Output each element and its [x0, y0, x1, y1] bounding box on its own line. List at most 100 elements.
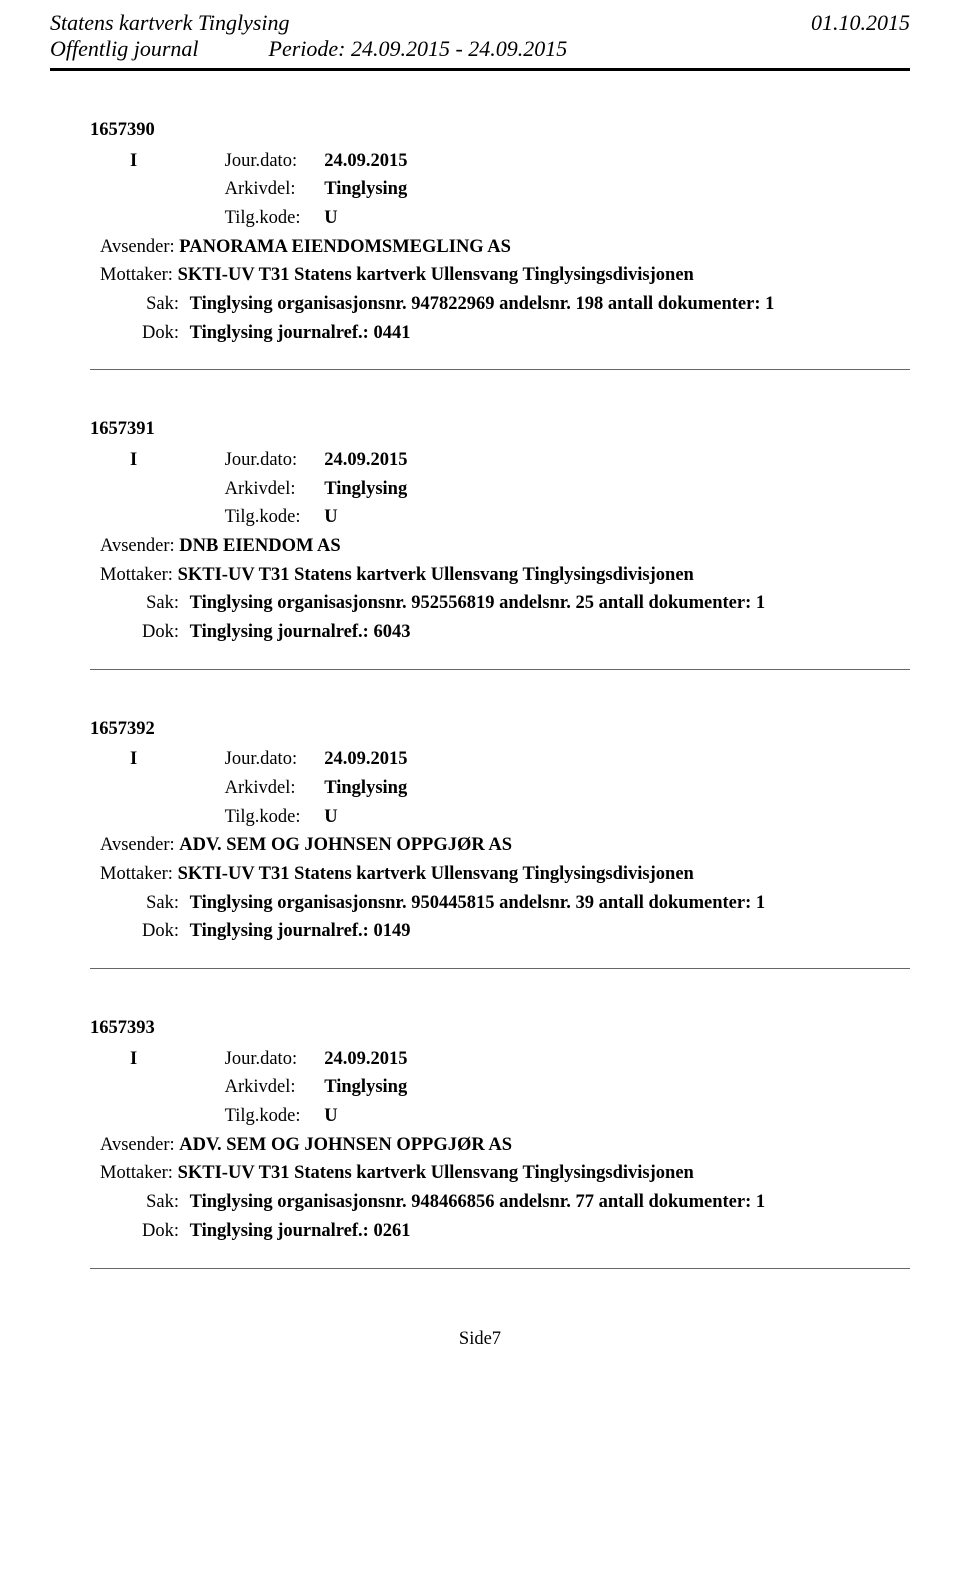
mot-val: SKTI-UV T31 Statens kartverk Ullensvang …: [178, 565, 694, 585]
sak-val: Tinglysing organisasjonsnr. 948466856 an…: [190, 1192, 766, 1212]
dok-val: Tinglysing journalref.: 6043: [190, 622, 411, 642]
sak-val: Tinglysing organisasjonsnr. 950445815 an…: [190, 893, 766, 913]
jour-val: 24.09.2015: [324, 749, 407, 769]
entry-avs-row: Avsender: ADV. SEM OG JOHNSEN OPPGJØR AS: [100, 831, 910, 860]
tilg-label: Tilg.kode:: [225, 503, 320, 532]
dok-label: Dok:: [90, 319, 185, 348]
entry-dok-row: Dok: Tinglysing journalref.: 6043: [90, 618, 910, 647]
entry-type: I: [130, 745, 220, 774]
sak-label: Sak:: [90, 290, 185, 319]
dok-label: Dok:: [90, 917, 185, 946]
entry-avs-row: Avsender: DNB EIENDOM AS: [100, 532, 910, 561]
tilg-val: U: [324, 208, 337, 228]
entry-id: 1657390: [90, 116, 910, 145]
header-date: 01.10.2015: [811, 10, 910, 36]
mot-label: Mottaker:: [100, 1159, 173, 1188]
entry-type: I: [130, 147, 220, 176]
entry-dok-row: Dok: Tinglysing journalref.: 0149: [90, 917, 910, 946]
header-period: Periode: 24.09.2015 - 24.09.2015: [269, 36, 568, 62]
entry-tilg-row: Tilg.kode: U: [130, 204, 910, 233]
journal-entry: 1657393 I Jour.dato: 24.09.2015 Arkivdel…: [90, 1014, 910, 1268]
tilg-val: U: [324, 807, 337, 827]
mot-val: SKTI-UV T31 Statens kartverk Ullensvang …: [178, 265, 694, 285]
entry-tilg-row: Tilg.kode: U: [130, 503, 910, 532]
entry-sak-row: Sak: Tinglysing organisasjonsnr. 9484668…: [90, 1188, 910, 1217]
arkiv-label: Arkivdel:: [225, 475, 320, 504]
sak-label: Sak:: [90, 589, 185, 618]
jour-label: Jour.dato:: [225, 1045, 320, 1074]
entry-jour-row: I Jour.dato: 24.09.2015: [130, 446, 910, 475]
entry-id: 1657393: [90, 1014, 910, 1043]
jour-val: 24.09.2015: [324, 1049, 407, 1069]
entry-mot-row: Mottaker: SKTI-UV T31 Statens kartverk U…: [100, 561, 910, 590]
header-row-1: Statens kartverk Tinglysing 01.10.2015: [50, 10, 910, 36]
mot-val: SKTI-UV T31 Statens kartverk Ullensvang …: [178, 864, 694, 884]
tilg-label: Tilg.kode:: [225, 803, 320, 832]
arkiv-label: Arkivdel:: [225, 1073, 320, 1102]
avs-val: ADV. SEM OG JOHNSEN OPPGJØR AS: [179, 835, 512, 855]
jour-val: 24.09.2015: [324, 450, 407, 470]
journal-entry: 1657390 I Jour.dato: 24.09.2015 Arkivdel…: [90, 116, 910, 370]
avs-label: Avsender:: [100, 1131, 175, 1160]
dok-label: Dok:: [90, 1217, 185, 1246]
entry-avs-row: Avsender: ADV. SEM OG JOHNSEN OPPGJØR AS: [100, 1131, 910, 1160]
sak-val: Tinglysing organisasjonsnr. 947822969 an…: [190, 294, 775, 314]
arkiv-val: Tinglysing: [324, 179, 407, 199]
avs-val: DNB EIENDOM AS: [179, 536, 340, 556]
mot-label: Mottaker:: [100, 860, 173, 889]
entry-arkiv-row: Arkivdel: Tinglysing: [130, 475, 910, 504]
mot-label: Mottaker:: [100, 561, 173, 590]
mot-val: SKTI-UV T31 Statens kartverk Ullensvang …: [178, 1163, 694, 1183]
mot-label: Mottaker:: [100, 261, 173, 290]
journal-entry: 1657392 I Jour.dato: 24.09.2015 Arkivdel…: [90, 715, 910, 969]
footer-page-number: Side7: [50, 1329, 910, 1350]
arkiv-val: Tinglysing: [324, 479, 407, 499]
tilg-val: U: [324, 507, 337, 527]
avs-label: Avsender:: [100, 831, 175, 860]
arkiv-label: Arkivdel:: [225, 774, 320, 803]
jour-label: Jour.dato:: [225, 745, 320, 774]
entry-sak-row: Sak: Tinglysing organisasjonsnr. 9525568…: [90, 589, 910, 618]
entry-mot-row: Mottaker: SKTI-UV T31 Statens kartverk U…: [100, 261, 910, 290]
avs-val: PANORAMA EIENDOMSMEGLING AS: [179, 237, 511, 257]
dok-val: Tinglysing journalref.: 0441: [190, 323, 411, 343]
entry-jour-row: I Jour.dato: 24.09.2015: [130, 745, 910, 774]
dok-val: Tinglysing journalref.: 0261: [190, 1221, 411, 1241]
avs-val: ADV. SEM OG JOHNSEN OPPGJØR AS: [179, 1135, 512, 1155]
tilg-val: U: [324, 1106, 337, 1126]
entry-sak-row: Sak: Tinglysing organisasjonsnr. 9504458…: [90, 889, 910, 918]
header-title-2: Offentlig journal: [50, 36, 199, 62]
entries-container: 1657390 I Jour.dato: 24.09.2015 Arkivdel…: [50, 116, 910, 1269]
avs-label: Avsender:: [100, 532, 175, 561]
entry-sak-row: Sak: Tinglysing organisasjonsnr. 9478229…: [90, 290, 910, 319]
entry-dok-row: Dok: Tinglysing journalref.: 0441: [90, 319, 910, 348]
entry-jour-row: I Jour.dato: 24.09.2015: [130, 1045, 910, 1074]
entry-type: I: [130, 446, 220, 475]
jour-label: Jour.dato:: [225, 147, 320, 176]
entry-arkiv-row: Arkivdel: Tinglysing: [130, 1073, 910, 1102]
arkiv-val: Tinglysing: [324, 1077, 407, 1097]
tilg-label: Tilg.kode:: [225, 1102, 320, 1131]
entry-tilg-row: Tilg.kode: U: [130, 803, 910, 832]
journal-entry: 1657391 I Jour.dato: 24.09.2015 Arkivdel…: [90, 415, 910, 669]
sak-label: Sak:: [90, 889, 185, 918]
arkiv-val: Tinglysing: [324, 778, 407, 798]
dok-label: Dok:: [90, 618, 185, 647]
entry-tilg-row: Tilg.kode: U: [130, 1102, 910, 1131]
jour-val: 24.09.2015: [324, 151, 407, 171]
avs-label: Avsender:: [100, 233, 175, 262]
entry-avs-row: Avsender: PANORAMA EIENDOMSMEGLING AS: [100, 233, 910, 262]
entry-arkiv-row: Arkivdel: Tinglysing: [130, 175, 910, 204]
entry-jour-row: I Jour.dato: 24.09.2015: [130, 147, 910, 176]
tilg-label: Tilg.kode:: [225, 204, 320, 233]
jour-label: Jour.dato:: [225, 446, 320, 475]
entry-mot-row: Mottaker: SKTI-UV T31 Statens kartverk U…: [100, 860, 910, 889]
header-row-2: Offentlig journal Periode: 24.09.2015 - …: [50, 36, 910, 62]
entry-id: 1657392: [90, 715, 910, 744]
entry-arkiv-row: Arkivdel: Tinglysing: [130, 774, 910, 803]
page-header: Statens kartverk Tinglysing 01.10.2015 O…: [50, 10, 910, 71]
sak-label: Sak:: [90, 1188, 185, 1217]
arkiv-label: Arkivdel:: [225, 175, 320, 204]
sak-val: Tinglysing organisasjonsnr. 952556819 an…: [190, 593, 766, 613]
entry-type: I: [130, 1045, 220, 1074]
